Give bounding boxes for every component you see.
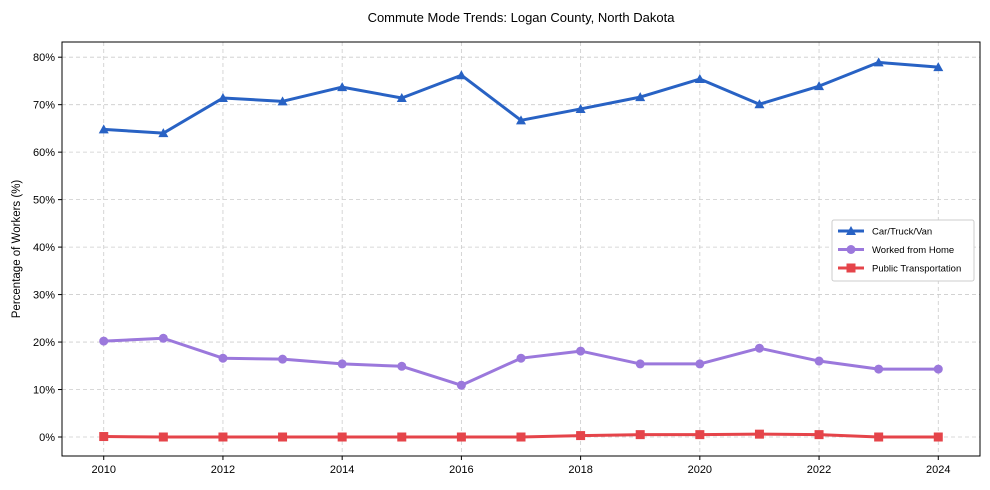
y-tick-label: 80% <box>33 52 55 64</box>
x-tick-label: 2024 <box>926 464 950 476</box>
x-tick-label: 2014 <box>330 464 354 476</box>
data-point-worked-from-home <box>933 364 943 374</box>
data-point-worked-from-home <box>218 353 228 363</box>
data-point-worked-from-home <box>278 354 288 364</box>
y-tick-label: 10% <box>33 385 55 397</box>
x-tick-label: 2018 <box>568 464 592 476</box>
y-tick-label: 20% <box>33 337 55 349</box>
data-point-public-transportation <box>99 432 109 442</box>
data-point-car-truck-van <box>873 57 884 67</box>
x-tick-label: 2020 <box>688 464 712 476</box>
data-point-car-truck-van <box>516 115 526 125</box>
x-tick-label: 2016 <box>449 464 473 476</box>
data-point-worked-from-home <box>814 356 824 366</box>
data-point-worked-from-home <box>576 346 586 356</box>
data-point-car-truck-van <box>456 70 467 80</box>
data-point-public-transportation <box>874 432 884 442</box>
data-point-public-transportation <box>516 432 526 442</box>
data-point-public-transportation <box>814 430 824 440</box>
data-point-car-truck-van <box>158 128 169 138</box>
data-point-public-transportation <box>397 432 407 442</box>
data-point-car-truck-van <box>277 96 288 106</box>
data-point-worked-from-home <box>99 336 109 346</box>
data-point-public-transportation <box>158 432 168 442</box>
data-point-public-transportation <box>278 432 288 442</box>
data-point-worked-from-home <box>754 343 764 353</box>
x-tick-label: 2012 <box>211 464 235 476</box>
data-point-car-truck-van <box>814 81 825 91</box>
data-point-worked-from-home <box>635 359 645 369</box>
chart-title: Commute Mode Trends: Logan County, North… <box>368 10 676 25</box>
data-point-car-truck-van <box>754 99 765 109</box>
data-point-worked-from-home <box>516 353 526 363</box>
y-tick-label: 60% <box>33 147 55 159</box>
y-tick-label: 70% <box>33 100 55 112</box>
data-point-worked-from-home <box>695 359 705 369</box>
data-point-public-transportation <box>933 432 943 442</box>
data-point-car-truck-van <box>694 74 705 84</box>
data-point-public-transportation <box>635 430 645 440</box>
data-point-car-truck-van <box>933 62 944 72</box>
data-point-worked-from-home <box>397 361 407 371</box>
data-point-public-transportation <box>695 430 705 440</box>
data-point-public-transportation <box>456 432 466 442</box>
legend: Car/Truck/Van Worked from Home Public Tran… <box>831 219 975 282</box>
data-point-public-transportation <box>576 431 586 441</box>
data-point-car-truck-van <box>98 124 109 134</box>
data-point-car-truck-van <box>635 92 646 102</box>
legend-label: Worked from Home <box>872 245 954 256</box>
y-tick-label: 40% <box>33 242 55 254</box>
data-point-car-truck-van <box>575 103 586 113</box>
data-point-worked-from-home <box>874 364 884 374</box>
legend-label: Car/Truck/Van <box>872 227 932 238</box>
data-point-car-truck-van <box>396 93 407 103</box>
data-point-public-transportation <box>218 432 228 442</box>
y-tick-label: 30% <box>33 290 55 302</box>
x-tick-label: 2022 <box>807 464 831 476</box>
data-point-car-truck-van <box>217 93 228 103</box>
y-tick-label: 50% <box>33 195 55 207</box>
legend-marker <box>846 263 856 273</box>
data-point-worked-from-home <box>158 333 168 343</box>
data-point-car-truck-van <box>337 82 348 92</box>
x-tick-label: 2010 <box>91 464 115 476</box>
data-point-public-transportation <box>337 432 347 442</box>
data-point-worked-from-home <box>337 359 347 369</box>
data-point-worked-from-home <box>456 380 466 390</box>
legend-box <box>831 219 975 282</box>
y-tick-label: 0% <box>39 432 55 444</box>
legend-label: Public Transportation <box>872 264 961 275</box>
legend-marker <box>846 226 856 235</box>
y-axis-label: Percentage of Workers (%) <box>11 180 23 319</box>
plot-frame <box>61 41 981 457</box>
legend-marker <box>846 245 856 254</box>
data-point-public-transportation <box>754 429 764 439</box>
